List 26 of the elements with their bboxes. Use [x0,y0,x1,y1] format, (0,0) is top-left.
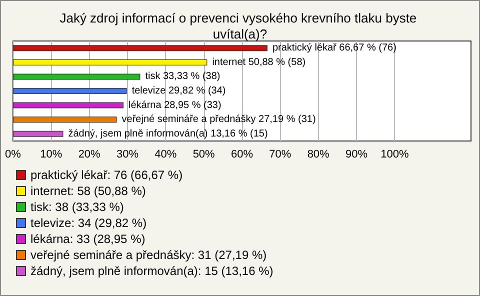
data-label: praktický lékař 66,67 % (76) [272,42,396,54]
x-tick-label: 0% [5,148,22,160]
x-tick-label: 20% [78,148,101,160]
x-tick-label: 60% [230,148,254,160]
x-tick-label: 80% [307,148,330,160]
data-label: internet 50,88 % (58) [212,56,306,68]
x-tick-label: 40% [154,148,177,160]
legend-label: tisk: 38 (33,33 %) [30,200,124,214]
legend-label: žádný, jsem plně informován(a): 15 (13,16 %) [30,264,274,278]
x-tick-label: 30% [116,148,139,160]
data-label: lékárna 28,95 % (33) [128,100,222,111]
chart-title: Jaký zdroj informací o prevenci vysokého krevního tlaku byste uvítal(a)? [60,10,420,42]
data-label: tisk 33,33 % (38) [145,71,220,82]
data-label: žádný, jsem plně informován(a) 13,16 % (15) [68,128,268,140]
legend-label: internet: 58 (50,88 %) [30,184,146,198]
legend-label: praktický lékař: 76 (66,67 %) [30,168,183,182]
data-label: televize 29,82 % (34) [132,86,226,96]
x-tick-label: 100% [380,148,409,160]
x-tick-label: 70% [269,148,292,160]
x-tick-label: 10% [40,148,62,160]
x-tick-label: 90% [345,148,368,160]
legend-label: televize: 34 (29,82 %) [30,216,147,230]
data-label: veřejné semináře a přednášky 27,19 % (31) [122,114,316,126]
legend-label: lékárna: 33 (28,95 %) [30,232,146,246]
legend-label: veřejné semináře a přednášky: 31 (27,19 %) [30,248,267,262]
x-tick-label: 50% [192,148,216,160]
